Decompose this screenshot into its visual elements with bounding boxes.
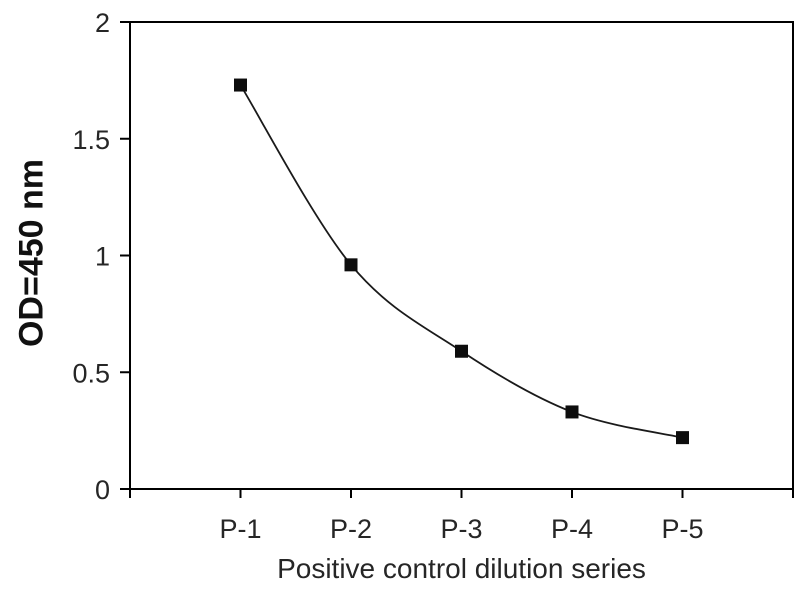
series-line	[239, 84, 683, 439]
x-tick-label: P-1	[219, 514, 261, 544]
y-tick-label: 1.5	[72, 125, 110, 155]
y-axis-title: OD=450 nm	[12, 158, 51, 348]
data-point-marker	[676, 431, 689, 445]
data-point-marker	[455, 344, 468, 358]
y-tick-label: 0.5	[72, 358, 110, 388]
x-axis-title: Positive control dilution series	[277, 553, 646, 584]
data-point-marker	[565, 405, 579, 419]
data-point-marker	[344, 258, 358, 272]
y-tick-label: 2	[95, 8, 110, 38]
x-tick-label: P-2	[330, 514, 372, 544]
y-tick-label: 0	[95, 475, 110, 505]
x-tick-label: P-3	[440, 514, 482, 544]
x-tick-label: P-5	[661, 514, 703, 544]
plot-frame	[129, 21, 794, 490]
data-point-marker	[234, 78, 247, 92]
x-tick-label: P-4	[551, 514, 593, 544]
y-tick-label: 1	[95, 242, 110, 272]
